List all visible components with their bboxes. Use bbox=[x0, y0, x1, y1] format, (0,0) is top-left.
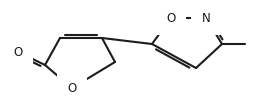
Text: O: O bbox=[166, 11, 175, 24]
Text: N: N bbox=[201, 11, 210, 24]
Text: O: O bbox=[67, 82, 76, 95]
Text: O: O bbox=[13, 45, 23, 59]
